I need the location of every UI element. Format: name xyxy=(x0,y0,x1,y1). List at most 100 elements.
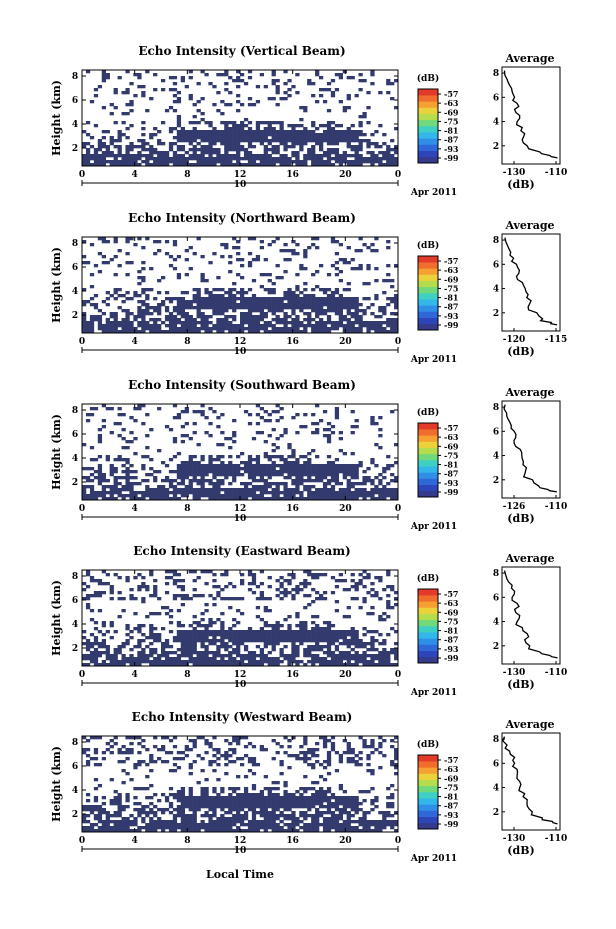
y-tick-label: 2 xyxy=(72,810,78,820)
colorbar-tick-label: -99 xyxy=(444,487,459,497)
y-tick-label: 8 xyxy=(72,406,78,416)
x-tick-label: 0 xyxy=(395,170,401,180)
colorbar-segment xyxy=(418,490,438,498)
colorbar-segment xyxy=(418,107,438,114)
y-tick-label: 8 xyxy=(72,72,78,82)
colorbar-segment xyxy=(418,317,438,325)
x-tick-label: 0 xyxy=(79,670,85,680)
colorbar-tick-label: -81 xyxy=(444,126,458,136)
colorbar-tick-label: -57 xyxy=(444,589,458,599)
avg-x-tick-label: -110 xyxy=(545,834,568,844)
colorbar-segment xyxy=(418,89,438,96)
avg-x-tick-label: -110 xyxy=(545,168,568,178)
x-tick-label: 0 xyxy=(79,836,85,846)
colorbar-segment xyxy=(418,429,438,436)
y-tick-label: 8 xyxy=(72,239,78,249)
x-tick-label: 0 xyxy=(79,170,85,180)
x-tick-label: 4 xyxy=(132,836,138,846)
colorbar-tick-label: -99 xyxy=(444,653,459,663)
y-tick-label: 4 xyxy=(72,120,78,130)
avg-unit-label: (dB) xyxy=(507,678,534,691)
colorbar-tick-label: -93 xyxy=(444,810,459,820)
colorbar-frame xyxy=(417,255,439,331)
x-tick-label: 16 xyxy=(286,337,299,347)
colorbar-segment xyxy=(418,773,438,780)
avg-profile-line xyxy=(502,736,558,825)
colorbar-segment xyxy=(418,638,438,645)
colorbar-tick-label: -69 xyxy=(444,607,459,617)
colorbar-segment xyxy=(418,95,438,102)
colorbar-tick-label: -75 xyxy=(444,283,458,293)
colorbar-tick-label: -93 xyxy=(444,478,459,488)
x-tick-label: 16 xyxy=(286,670,299,680)
colorbar-segment xyxy=(418,761,438,768)
avg-y-tick-label: 6 xyxy=(493,260,499,270)
y-tick-label: 4 xyxy=(72,786,78,796)
colorbar-segment xyxy=(418,816,438,824)
date-day-label: 10 xyxy=(234,514,247,524)
colorbar-segment xyxy=(418,256,438,263)
colorbar-segment xyxy=(418,466,438,473)
date-label: Apr 2011 xyxy=(410,522,457,532)
colorbar-segment xyxy=(418,484,438,492)
colorbar-segment xyxy=(418,441,438,448)
colorbar-segment xyxy=(418,156,438,164)
y-tick-label: 6 xyxy=(72,263,78,273)
avg-frame xyxy=(501,732,561,831)
colorbar-segment xyxy=(418,798,438,805)
y-tick-label: 6 xyxy=(72,596,78,606)
colorbar-tick-label: -93 xyxy=(444,311,459,321)
x-tick-label: 12 xyxy=(234,836,247,846)
colorbar-segment xyxy=(418,447,438,455)
x-tick-label: 20 xyxy=(339,504,352,514)
x-tick-label: 4 xyxy=(132,504,138,514)
avg-profile-line xyxy=(503,404,558,493)
avg-title: Average xyxy=(504,386,554,399)
colorbar-segment xyxy=(418,293,438,300)
colorbar-tick-label: -69 xyxy=(444,107,459,117)
date-day-label: 10 xyxy=(234,347,247,357)
x-tick-label: 4 xyxy=(132,670,138,680)
colorbar-unit: (dB) xyxy=(417,73,439,84)
colorbar-segment xyxy=(418,113,438,121)
colorbar-tick-label: -57 xyxy=(444,89,458,99)
avg-x-tick-label: -130 xyxy=(503,668,526,678)
panel-3: Echo Intensity (Eastward Beam) 8 6 4 2 Height… xyxy=(50,544,567,698)
colorbar-tick-label: -57 xyxy=(444,423,458,433)
colorbar-segment xyxy=(418,767,438,774)
colorbar-unit: (dB) xyxy=(417,573,439,584)
avg-y-tick-label: 8 xyxy=(493,569,499,579)
avg-frame xyxy=(501,400,561,499)
x-tick-label: 20 xyxy=(339,836,352,846)
colorbar-tick-label: -63 xyxy=(444,265,459,275)
colorbar-tick-label: -75 xyxy=(444,116,458,126)
panel-title: Echo Intensity (Westward Beam) xyxy=(132,710,353,724)
panel-0: Echo Intensity (Vertical Beam) 8 6 4 2 Height… xyxy=(50,44,567,198)
colorbar-tick-label: -93 xyxy=(444,144,459,154)
avg-title: Average xyxy=(504,552,554,565)
y-tick-label: 2 xyxy=(72,311,78,321)
colorbar-tick-label: -99 xyxy=(444,819,459,829)
colorbar-segment xyxy=(418,435,438,442)
y-tick-label: 6 xyxy=(72,430,78,440)
x-tick-label: 0 xyxy=(395,670,401,680)
avg-y-tick-label: 2 xyxy=(493,642,499,652)
colorbar-frame xyxy=(417,754,439,830)
colorbar-segment xyxy=(418,280,438,288)
x-tick-label: 0 xyxy=(395,337,401,347)
y-axis-label: Height (km) xyxy=(50,580,63,656)
date-day-label: 10 xyxy=(234,180,247,190)
colorbar-segment xyxy=(418,268,438,275)
colorbar-segment xyxy=(418,262,438,269)
y-tick-label: 2 xyxy=(72,144,78,154)
y-tick-label: 6 xyxy=(72,96,78,106)
heatmap-cells xyxy=(82,237,399,334)
x-tick-label: 16 xyxy=(286,504,299,514)
colorbar-segment xyxy=(418,644,438,651)
y-tick-label: 2 xyxy=(72,478,78,488)
colorbar-segment xyxy=(418,822,438,830)
colorbar-tick-label: -81 xyxy=(444,293,458,303)
x-tick-label: 8 xyxy=(184,337,190,347)
avg-x-tick-label: -130 xyxy=(503,834,526,844)
